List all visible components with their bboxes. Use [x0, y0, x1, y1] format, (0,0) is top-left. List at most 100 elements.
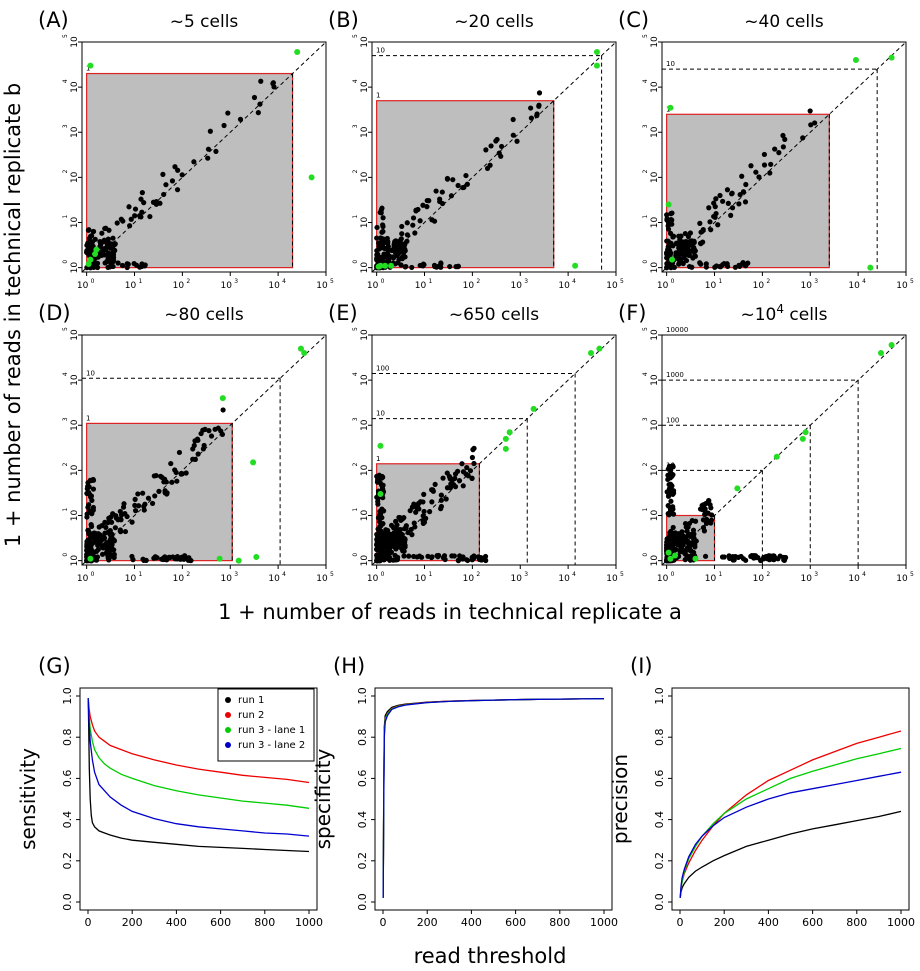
data-point [102, 260, 108, 266]
data-point [103, 225, 109, 231]
data-point [438, 503, 444, 510]
data-point [412, 524, 418, 530]
data-point [86, 248, 92, 254]
data-point [676, 261, 682, 267]
data-point [251, 94, 258, 101]
data-point [717, 192, 723, 199]
data-point [90, 228, 97, 235]
data-point [438, 260, 444, 266]
data-point [406, 553, 412, 559]
x-tick-label: 400 [461, 916, 482, 929]
data-point [110, 247, 117, 253]
data-point [429, 554, 435, 560]
x-tick-label: 400 [166, 916, 187, 929]
x-tick-label: 10 [415, 281, 427, 291]
data-point [175, 167, 181, 173]
data-point [690, 532, 697, 538]
data-point [700, 517, 707, 523]
y-tick-label: 10 [360, 374, 370, 386]
y-tick-label: 0.2 [356, 852, 369, 870]
data-point [159, 556, 165, 562]
data-point [691, 549, 697, 556]
data-point [730, 554, 736, 560]
data-point [400, 245, 406, 251]
data-point [132, 496, 138, 502]
data-point [179, 172, 185, 178]
y-tick-exponent: 1 [352, 215, 359, 219]
data-point [87, 233, 94, 240]
y-tick-exponent: 1 [62, 508, 69, 512]
y-tick-exponent: 5 [62, 34, 69, 38]
legend-marker [225, 727, 231, 733]
data-point [692, 253, 698, 259]
data-point [812, 120, 818, 126]
data-point [514, 138, 520, 144]
x-tick-exponent: 1 [719, 278, 723, 285]
y-tick-label: 1.0 [61, 687, 74, 705]
x-tick-label: 200 [417, 916, 438, 929]
data-point [94, 260, 101, 266]
data-point [753, 169, 759, 175]
data-point [380, 215, 386, 221]
panel-letter: (I) [630, 654, 653, 678]
x-tick-label: 0 [380, 916, 387, 929]
data-point [379, 473, 385, 480]
data-point [405, 529, 411, 536]
diagonal-line [661, 334, 907, 566]
data-point [420, 202, 426, 208]
curve-panel-1: (G) sensitivity 0 200 400 600 800 1000 0.0 0.2 0.4… [16, 654, 323, 929]
x-tick-label: 10 [896, 574, 908, 584]
data-point [115, 260, 121, 266]
data-point [392, 552, 398, 559]
data-point [111, 552, 117, 558]
legend: run 1 run 2 run 3 - lane 1 run 3 - lane 2 [217, 688, 315, 762]
data-point [729, 205, 736, 211]
y-tick-label: 0.8 [61, 728, 74, 746]
data-point [443, 496, 449, 502]
data-point [108, 260, 114, 266]
data-point [682, 251, 688, 257]
data-point [90, 476, 96, 483]
data-point [447, 263, 453, 270]
data-point [145, 495, 152, 501]
data-point [381, 531, 387, 537]
data-point [86, 531, 92, 537]
x-tick-exponent: 4 [282, 571, 286, 578]
data-point [479, 556, 485, 562]
highlight-point [235, 557, 242, 564]
data-point [749, 553, 755, 559]
highlight-point [867, 264, 874, 271]
y-tick-exponent: 1 [62, 215, 69, 219]
x-tick-label: 10 [558, 574, 570, 584]
y-tick-exponent: 3 [642, 124, 649, 128]
data-point [449, 553, 455, 559]
data-point [141, 507, 147, 513]
highlight-point [852, 56, 859, 63]
panel-title: ~40 cells [744, 12, 824, 32]
data-point [191, 159, 197, 165]
data-point [761, 151, 768, 158]
data-point [124, 513, 130, 520]
data-point [215, 425, 221, 431]
data-point [780, 144, 786, 150]
x-tick-label: 10 [316, 281, 328, 291]
data-point [430, 487, 436, 493]
y-tick-label: 10 [650, 126, 660, 138]
x-tick-exponent: 2 [766, 571, 770, 578]
threshold-label: 100 [376, 365, 389, 373]
data-point [376, 478, 382, 484]
x-tick-label: 10 [848, 281, 860, 291]
y-tick-exponent: 0 [352, 553, 359, 557]
y-tick-exponent: 5 [62, 327, 69, 331]
y-tick-label: 10 [70, 329, 80, 341]
highlight-point [667, 104, 674, 111]
highlight-point [596, 345, 603, 352]
data-point [691, 246, 698, 253]
y-tick-label: 10 [70, 374, 80, 386]
data-point [420, 263, 426, 269]
data-point [132, 508, 139, 514]
data-point [393, 250, 399, 256]
highlight-point [672, 552, 679, 559]
